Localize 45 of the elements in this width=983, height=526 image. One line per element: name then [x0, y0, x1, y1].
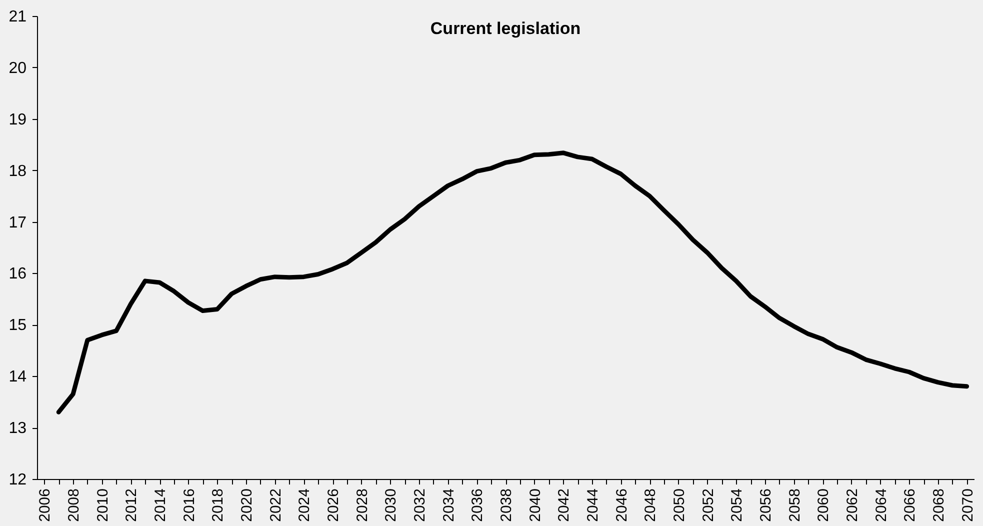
x-tick-label: 2052: [700, 488, 717, 522]
x-tick-label: 2018: [210, 488, 227, 522]
x-tick-label: 2020: [238, 488, 256, 522]
x-tick-label: 2070: [959, 488, 976, 522]
x-tick-label: 2014: [152, 488, 170, 522]
y-tick-label: 19: [8, 111, 27, 128]
y-tick-label: 21: [8, 8, 27, 26]
x-tick-label: 2006: [36, 488, 54, 522]
x-tick-label: 2068: [930, 488, 948, 522]
x-tick-label: 2016: [180, 488, 198, 522]
x-tick-label: 2062: [844, 488, 861, 522]
x-tick-label: 2056: [757, 488, 774, 522]
x-tick-label: 2050: [670, 488, 688, 522]
y-tick-label: 13: [8, 420, 27, 438]
x-tick-label: 2060: [815, 488, 832, 522]
x-tick-label: 2034: [440, 488, 458, 522]
x-tick-label: 2026: [325, 488, 342, 522]
x-tick-label: 2040: [526, 488, 544, 522]
x-tick-label: 2028: [354, 488, 371, 522]
y-tick-label: 14: [8, 368, 27, 386]
x-tick-label: 2038: [498, 488, 515, 522]
x-tick-label: 2012: [123, 488, 140, 522]
x-tick-label: 2046: [613, 488, 630, 522]
x-tick-label: 2024: [296, 488, 314, 522]
x-tick-label: 2010: [94, 488, 112, 522]
x-tick-label: 2064: [872, 488, 890, 522]
y-tick-label: 18: [8, 162, 27, 180]
chart-title: Current legislation: [430, 19, 581, 38]
x-tick-label: 2044: [584, 488, 602, 522]
y-tick-label: 12: [8, 472, 27, 488]
x-tick-label: 2054: [728, 488, 746, 522]
x-tick-label: 2058: [786, 488, 804, 522]
y-tick-label: 15: [8, 317, 27, 334]
x-tick-label: 2042: [556, 488, 573, 522]
x-tick-label: 2032: [412, 488, 429, 522]
x-tick-label: 2036: [469, 488, 486, 522]
x-tick-label: 2066: [902, 488, 919, 522]
y-tick-label: 16: [8, 266, 27, 283]
x-tick-label: 2022: [267, 488, 284, 522]
x-tick-label: 2030: [382, 488, 400, 522]
x-tick-label: 2008: [66, 488, 83, 522]
y-tick-label: 20: [8, 60, 27, 77]
x-tick-label: 2048: [642, 488, 660, 522]
line-series: [56, 150, 970, 414]
y-tick-label: 17: [8, 214, 27, 232]
